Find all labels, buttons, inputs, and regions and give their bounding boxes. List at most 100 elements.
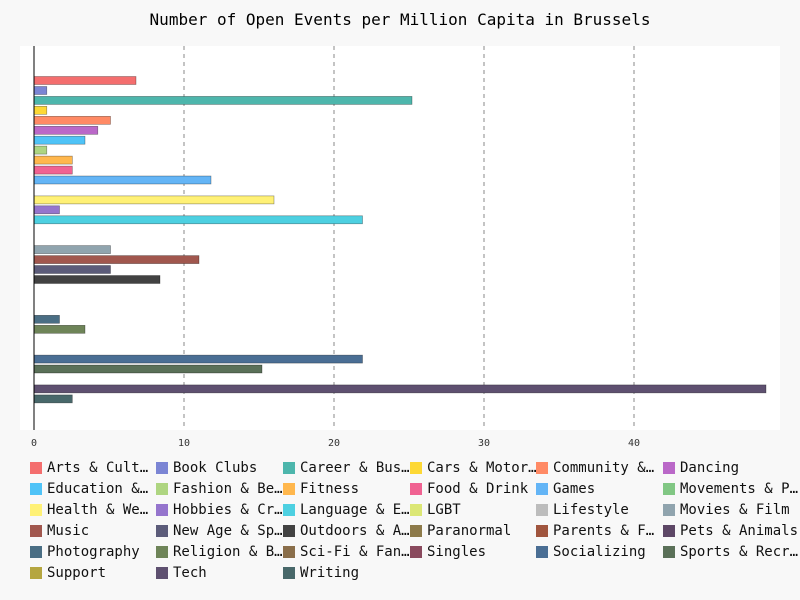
bar-religion-beliefs — [33, 324, 86, 334]
legend-item[interactable]: Career & Business — [283, 458, 410, 478]
legend-item[interactable]: Support — [30, 563, 106, 583]
legend-item[interactable]: Book Clubs — [156, 458, 257, 478]
legend-item[interactable]: Writing — [283, 563, 359, 583]
legend-label: Fitness — [300, 481, 360, 497]
legend-label: Tech — [173, 565, 207, 581]
legend-label: Writing — [300, 565, 360, 581]
legend-label: Lifestyle — [553, 502, 629, 518]
legend-item[interactable]: Paranormal — [410, 521, 511, 541]
legend-label: Dancing — [680, 460, 740, 476]
legend-swatch — [410, 483, 422, 495]
legend-label: Sports & Recreation — [680, 544, 800, 560]
bar-hobbies-crafts — [33, 205, 60, 215]
bar-book-clubs — [33, 86, 48, 95]
legend-item[interactable]: Outdoors & Adventure — [283, 521, 410, 541]
legend-item[interactable]: Food & Drink — [410, 479, 528, 499]
bar-arts-culture — [33, 76, 137, 85]
legend-item[interactable]: Religion & Beliefs — [156, 542, 285, 562]
legend-item[interactable]: Sci-Fi & Fantasy — [283, 542, 410, 562]
legend-swatch — [410, 462, 422, 474]
legend-label: Support — [47, 565, 107, 581]
legend-item[interactable]: Singles — [410, 542, 486, 562]
legend-item[interactable]: Fitness — [283, 479, 359, 499]
legend-label: Movies & Film — [680, 502, 790, 518]
legend-swatch — [156, 483, 168, 495]
legend-swatch — [156, 504, 168, 516]
legend-label: Pets & Animals — [680, 523, 799, 539]
legend-swatch — [663, 504, 675, 516]
bar-games — [33, 175, 212, 185]
legend-swatch — [283, 462, 295, 474]
legend-item[interactable]: Games — [536, 479, 595, 499]
legend-item[interactable]: Socializing — [536, 542, 646, 562]
legend-swatch — [283, 546, 295, 558]
legend-swatch — [536, 462, 548, 474]
bar-community-environment — [33, 116, 111, 125]
legend-item[interactable]: Community & Environment — [536, 458, 657, 478]
x-tick-label: 30 — [478, 438, 490, 449]
legend-item[interactable]: Hobbies & Crafts — [156, 500, 285, 520]
legend-item[interactable]: Language & Ethnic Identity — [283, 500, 410, 520]
legend-swatch — [156, 546, 168, 558]
legend-label: Outdoors & Adventure — [300, 523, 410, 539]
legend-item[interactable]: Education & Learning — [30, 479, 153, 499]
legend-item[interactable]: Movies & Film — [663, 500, 790, 520]
legend-label: Religion & Beliefs — [173, 544, 285, 560]
legend-item[interactable]: Health & Wellbeing — [30, 500, 153, 520]
x-tick-labels: 0 10 20 30 40 — [31, 438, 640, 449]
legend-swatch — [30, 525, 42, 537]
legend-label: Parents & Family — [553, 523, 657, 539]
legend-swatch — [30, 546, 42, 558]
legend-item[interactable]: Photography — [30, 542, 140, 562]
legend-item[interactable]: Fashion & Beauty — [156, 479, 285, 499]
legend-swatch — [283, 525, 295, 537]
legend-label: Movements & Politics — [680, 481, 800, 497]
legend-label: Paranormal — [427, 523, 512, 539]
legend-item[interactable]: Tech — [156, 563, 207, 583]
legend-swatch — [283, 483, 295, 495]
legend-swatch — [283, 504, 295, 516]
legend-item[interactable]: Movements & Politics — [663, 479, 800, 499]
legend-item[interactable]: Sports & Recreation — [663, 542, 800, 562]
legend-label: Education & Learning — [47, 481, 153, 497]
bar-dancing — [33, 126, 99, 135]
legend-item[interactable]: Cars & Motorcycles — [410, 458, 539, 478]
chart-title: Number of Open Events per Million Capita… — [149, 10, 651, 29]
legend-swatch — [30, 567, 42, 579]
legend-item[interactable]: Arts & Culture — [30, 458, 153, 478]
legend-swatch — [156, 567, 168, 579]
legend-item[interactable]: Parents & Family — [536, 521, 657, 541]
legend-item[interactable]: Dancing — [663, 458, 739, 478]
legend-item[interactable]: Music — [30, 521, 89, 541]
legend-label: New Age & Spirituality — [173, 523, 285, 539]
bar-fitness — [33, 155, 73, 165]
bar-writing — [33, 394, 73, 404]
legend-swatch — [410, 525, 422, 537]
bar-food-drink — [33, 165, 73, 175]
legend-item[interactable]: Pets & Animals — [663, 521, 798, 541]
legend-label: Arts & Culture — [47, 460, 153, 476]
legend-swatch — [536, 483, 548, 495]
legend-swatch — [663, 483, 675, 495]
legend-item[interactable]: New Age & Spirituality — [156, 521, 285, 541]
x-tick-label: 40 — [628, 438, 640, 449]
legend-swatch — [410, 504, 422, 516]
legend-label: Games — [553, 481, 596, 497]
legend-label: Sci-Fi & Fantasy — [300, 544, 410, 560]
legend-swatch — [410, 546, 422, 558]
legend-swatch — [536, 525, 548, 537]
legend-swatch — [30, 483, 42, 495]
legend-swatch — [156, 525, 168, 537]
legend-swatch — [663, 462, 675, 474]
legend-label: Photography — [47, 544, 140, 560]
bar-fashion-beauty — [33, 145, 48, 155]
bar-education-learning — [33, 135, 86, 145]
legend-swatch — [663, 525, 675, 537]
legend-swatch — [283, 567, 295, 579]
bar-movies-film — [33, 245, 111, 254]
legend-label: Health & Wellbeing — [47, 502, 153, 518]
legend-item[interactable]: LGBT — [410, 500, 461, 520]
legend-label: Food & Drink — [427, 481, 529, 497]
legend-item[interactable]: Lifestyle — [536, 500, 629, 520]
